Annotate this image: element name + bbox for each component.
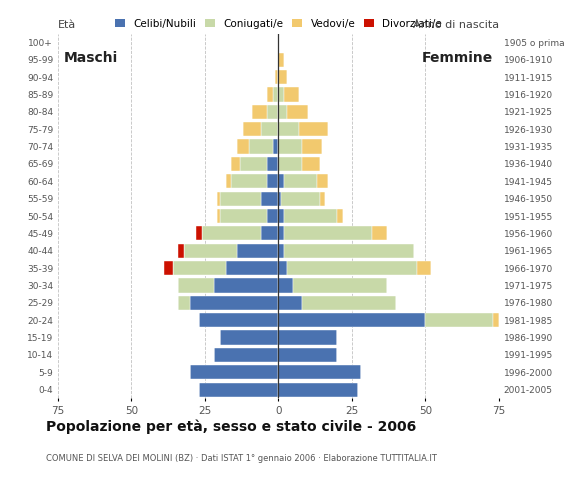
Bar [302,296,396,310]
Bar [217,192,220,206]
Bar [249,139,273,154]
Bar [214,278,278,293]
Text: Popolazione per età, sesso e stato civile - 2006: Popolazione per età, sesso e stato civil… [46,420,416,434]
Text: Età: Età [58,20,76,30]
Bar [302,139,322,154]
Bar [231,174,267,188]
Bar [278,365,361,380]
Bar [425,313,493,327]
Bar [284,209,337,223]
Bar [199,313,278,327]
Bar [278,52,284,67]
Bar [278,105,287,119]
Bar [372,226,387,240]
Bar [284,87,299,102]
Bar [261,226,278,240]
Bar [278,70,287,84]
Bar [284,226,372,240]
Bar [278,192,281,206]
Bar [278,139,302,154]
Bar [281,192,320,206]
Text: Anno di nascita: Anno di nascita [413,20,499,30]
Bar [299,122,328,136]
Bar [317,174,328,188]
Bar [278,330,337,345]
Bar [337,209,343,223]
Bar [284,244,414,258]
Text: Maschi: Maschi [64,51,118,65]
Bar [284,174,317,188]
Bar [278,261,287,275]
Bar [267,174,278,188]
Text: Femmine: Femmine [422,51,493,65]
Bar [278,122,299,136]
Bar [243,122,261,136]
Bar [278,87,284,102]
Bar [278,157,302,171]
Bar [237,244,278,258]
Bar [293,278,387,293]
Bar [190,365,278,380]
Bar [179,296,190,310]
Bar [261,192,278,206]
Bar [278,209,284,223]
Bar [231,157,240,171]
Bar [278,174,284,188]
Bar [226,261,278,275]
Bar [217,209,220,223]
Bar [214,348,278,362]
Bar [278,244,284,258]
Text: COMUNE DI SELVA DEI MOLINI (BZ) · Dati ISTAT 1° gennaio 2006 · Elaborazione TUTT: COMUNE DI SELVA DEI MOLINI (BZ) · Dati I… [46,454,437,463]
Legend: Celibi/Nubili, Coniugati/e, Vedovi/e, Divorziati/e: Celibi/Nubili, Coniugati/e, Vedovi/e, Di… [115,19,442,29]
Bar [273,87,278,102]
Bar [179,244,184,258]
Bar [196,226,202,240]
Bar [278,278,293,293]
Bar [278,383,358,397]
Bar [190,296,278,310]
Bar [220,192,261,206]
Bar [220,330,278,345]
Bar [226,174,231,188]
Bar [267,105,278,119]
Bar [320,192,325,206]
Bar [261,122,278,136]
Bar [252,105,267,119]
Bar [273,139,278,154]
Bar [278,313,425,327]
Bar [302,157,320,171]
Bar [493,313,499,327]
Bar [199,383,278,397]
Bar [287,261,416,275]
Bar [287,105,308,119]
Bar [179,278,214,293]
Bar [267,87,273,102]
Bar [184,244,237,258]
Bar [278,226,284,240]
Bar [202,226,261,240]
Bar [173,261,226,275]
Bar [267,209,278,223]
Bar [276,70,278,84]
Bar [220,209,267,223]
Bar [240,157,267,171]
Bar [278,296,302,310]
Bar [267,157,278,171]
Bar [164,261,173,275]
Bar [237,139,249,154]
Bar [416,261,431,275]
Bar [278,348,337,362]
